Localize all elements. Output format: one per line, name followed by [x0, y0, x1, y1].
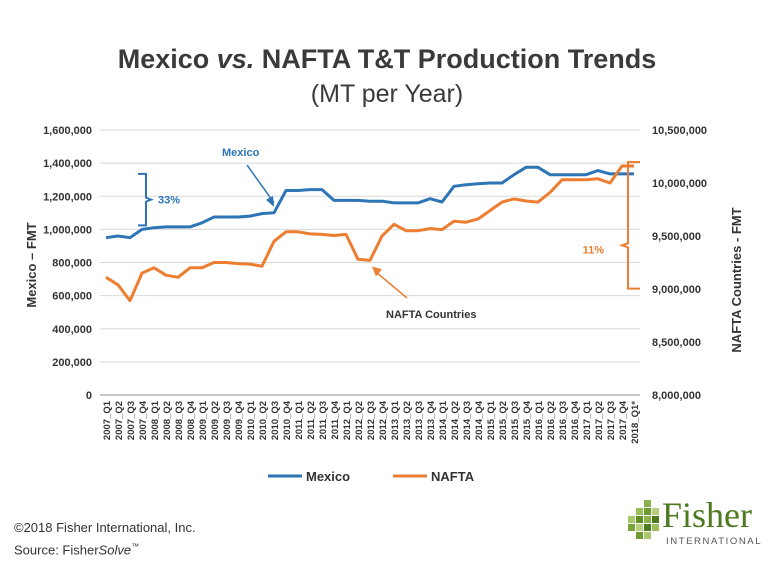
gridlines [100, 129, 640, 396]
logo-word: Fisher [662, 495, 752, 535]
x-tick-label: 2012_Q3 [366, 401, 377, 440]
x-tick-label: 2017_Q1 [582, 400, 593, 440]
x-tick-label: 2009_Q3 [222, 401, 233, 440]
brace-mexico [138, 172, 154, 227]
x-tick-label: 2014_Q2 [450, 401, 461, 440]
x-tick-label: 2018_Q1* [630, 401, 641, 444]
x-tick-label: 2015_Q2 [498, 401, 509, 440]
copyright-text: ©2018 Fisher International, Inc. [14, 520, 196, 535]
right-axis-ticks: 8,000,000 8,500,000 9,000,000 9,500,000 10,0… [652, 125, 707, 402]
y-tick-label: 1,000,000 [43, 224, 92, 236]
logo-subtitle: INTERNATIONAL [666, 536, 763, 547]
x-tick-label: 2014_Q1 [438, 400, 449, 440]
y-tick-label: 600,000 [52, 291, 92, 303]
annotation-11-percent: 11% [583, 244, 605, 256]
x-tick-label: 2009_Q2 [210, 401, 221, 440]
x-tick-label: 2017_Q2 [594, 401, 605, 440]
x-tick-label: 2012_Q2 [354, 401, 365, 440]
legend-label-mexico: Mexico [306, 469, 350, 484]
annotations: Mexico 33% NAFTA Countries 11% [138, 147, 640, 321]
x-tick-label: 2007_Q2 [114, 401, 125, 440]
x-tick-label: 2011_Q4 [330, 400, 341, 439]
brace-nafta [618, 161, 640, 290]
logo-grid-icon [628, 500, 659, 539]
x-tick-label: 2016_Q4 [570, 400, 581, 440]
x-tick-label: 2013_Q1 [390, 400, 401, 440]
x-tick-label: 2008_Q1 [150, 400, 161, 440]
x-tick-label: 2007_Q1 [102, 400, 113, 440]
arrow-nafta [373, 269, 408, 299]
y-tick-label: 1,400,000 [43, 158, 92, 170]
source-tm: ™ [131, 542, 140, 551]
x-tick-label: 2016_Q3 [558, 401, 569, 440]
x-tick-label: 2012_Q1 [342, 400, 353, 440]
left-axis-ticks: 0 200,000 400,000 600,000 800,000 1,000,000 1,… [43, 125, 92, 402]
x-tick-label: 2015_Q4 [522, 400, 533, 440]
y2-tick-label: 9,000,000 [652, 284, 701, 296]
annotation-33-percent: 33% [158, 195, 180, 207]
x-tick-label: 2008_Q3 [174, 401, 185, 440]
x-tick-label: 2014_Q4 [474, 400, 485, 440]
y2-tick-label: 10,500,000 [652, 125, 707, 137]
arrow-mexico [246, 164, 275, 204]
x-tick-label: 2012_Q4 [378, 400, 389, 440]
x-tick-label: 2009_Q4 [234, 400, 245, 440]
chart-title: Mexico vs. NAFTA T&T Production Trends [0, 44, 774, 75]
y-tick-label: 1,600,000 [43, 125, 92, 137]
x-tick-label: 2016_Q1 [534, 400, 545, 440]
title-part-2: NAFTA T&T Production Trends [254, 44, 657, 74]
legend: Mexico NAFTA [268, 469, 475, 484]
left-axis-title: Mexico – FMT [24, 222, 39, 307]
x-tick-label: 2014_Q3 [462, 401, 473, 440]
x-tick-label: 2017_Q3 [606, 401, 617, 440]
x-tick-label: 2007_Q4 [138, 400, 149, 440]
source-line: Source: FisherSolve™ [14, 537, 196, 559]
footer: ©2018 Fisher International, Inc. Source:… [14, 518, 196, 559]
x-tick-label: 2008_Q4 [186, 400, 197, 440]
right-axis-title: NAFTA Countries - FMT [729, 207, 744, 352]
x-tick-label: 2010_Q2 [258, 401, 269, 440]
x-tick-label: 2013_Q4 [426, 400, 437, 440]
y-tick-label: 800,000 [52, 258, 92, 270]
y-tick-label: 400,000 [52, 324, 92, 336]
x-tick-label: 2010_Q1 [246, 400, 257, 440]
x-axis-ticks: 2007_Q1 2007_Q2 2007_Q3 2007_Q4 2008_Q1 2008_… [102, 400, 641, 444]
x-tick-label: 2015_Q1 [486, 400, 497, 440]
arrowhead-nafta [372, 266, 382, 277]
series-line-mexico [105, 165, 634, 240]
x-tick-label: 2011_Q3 [318, 401, 329, 440]
fisher-logo: Fisher INTERNATIONAL [622, 495, 772, 550]
y2-tick-label: 10,000,000 [652, 178, 707, 190]
chart-subtitle: (MT per Year) [310, 80, 464, 108]
y-tick-label: 200,000 [52, 357, 92, 369]
series-lines [105, 164, 634, 303]
x-tick-label: 2017_Q4 [618, 400, 629, 440]
series-line-nafta [105, 164, 634, 303]
y-tick-label: 1,200,000 [43, 191, 92, 203]
x-tick-label: 2011_Q1 [294, 400, 305, 439]
arrowhead-mexico [266, 195, 274, 207]
x-tick-label: 2013_Q3 [414, 401, 425, 440]
annotation-nafta-countries: NAFTA Countries [386, 309, 476, 321]
y2-tick-label: 9,500,000 [652, 231, 701, 243]
y2-tick-label: 8,000,000 [652, 390, 701, 402]
x-tick-label: 2007_Q3 [126, 401, 137, 440]
x-tick-label: 2009_Q1 [198, 400, 209, 440]
x-tick-label: 2013_Q2 [402, 401, 413, 440]
y-tick-label: 0 [86, 390, 92, 402]
legend-label-nafta: NAFTA [431, 469, 475, 484]
line-chart: 0 200,000 400,000 600,000 800,000 1,000,000 1,… [24, 125, 744, 484]
annotation-mexico: Mexico [222, 147, 260, 159]
x-tick-label: 2010_Q4 [282, 400, 293, 440]
x-tick-label: 2010_Q3 [270, 401, 281, 440]
title-part-1: Mexico [117, 44, 217, 74]
source-prefix: Source: Fisher [14, 542, 99, 558]
y2-tick-label: 8,500,000 [652, 337, 701, 349]
x-tick-label: 2015_Q3 [510, 401, 521, 440]
x-tick-label: 2008_Q2 [162, 401, 173, 440]
source-italic: Solve [98, 542, 132, 558]
x-tick-label: 2016_Q2 [546, 401, 557, 440]
title-part-vs: vs. [216, 44, 255, 74]
x-tick-label: 2011_Q2 [306, 401, 317, 440]
